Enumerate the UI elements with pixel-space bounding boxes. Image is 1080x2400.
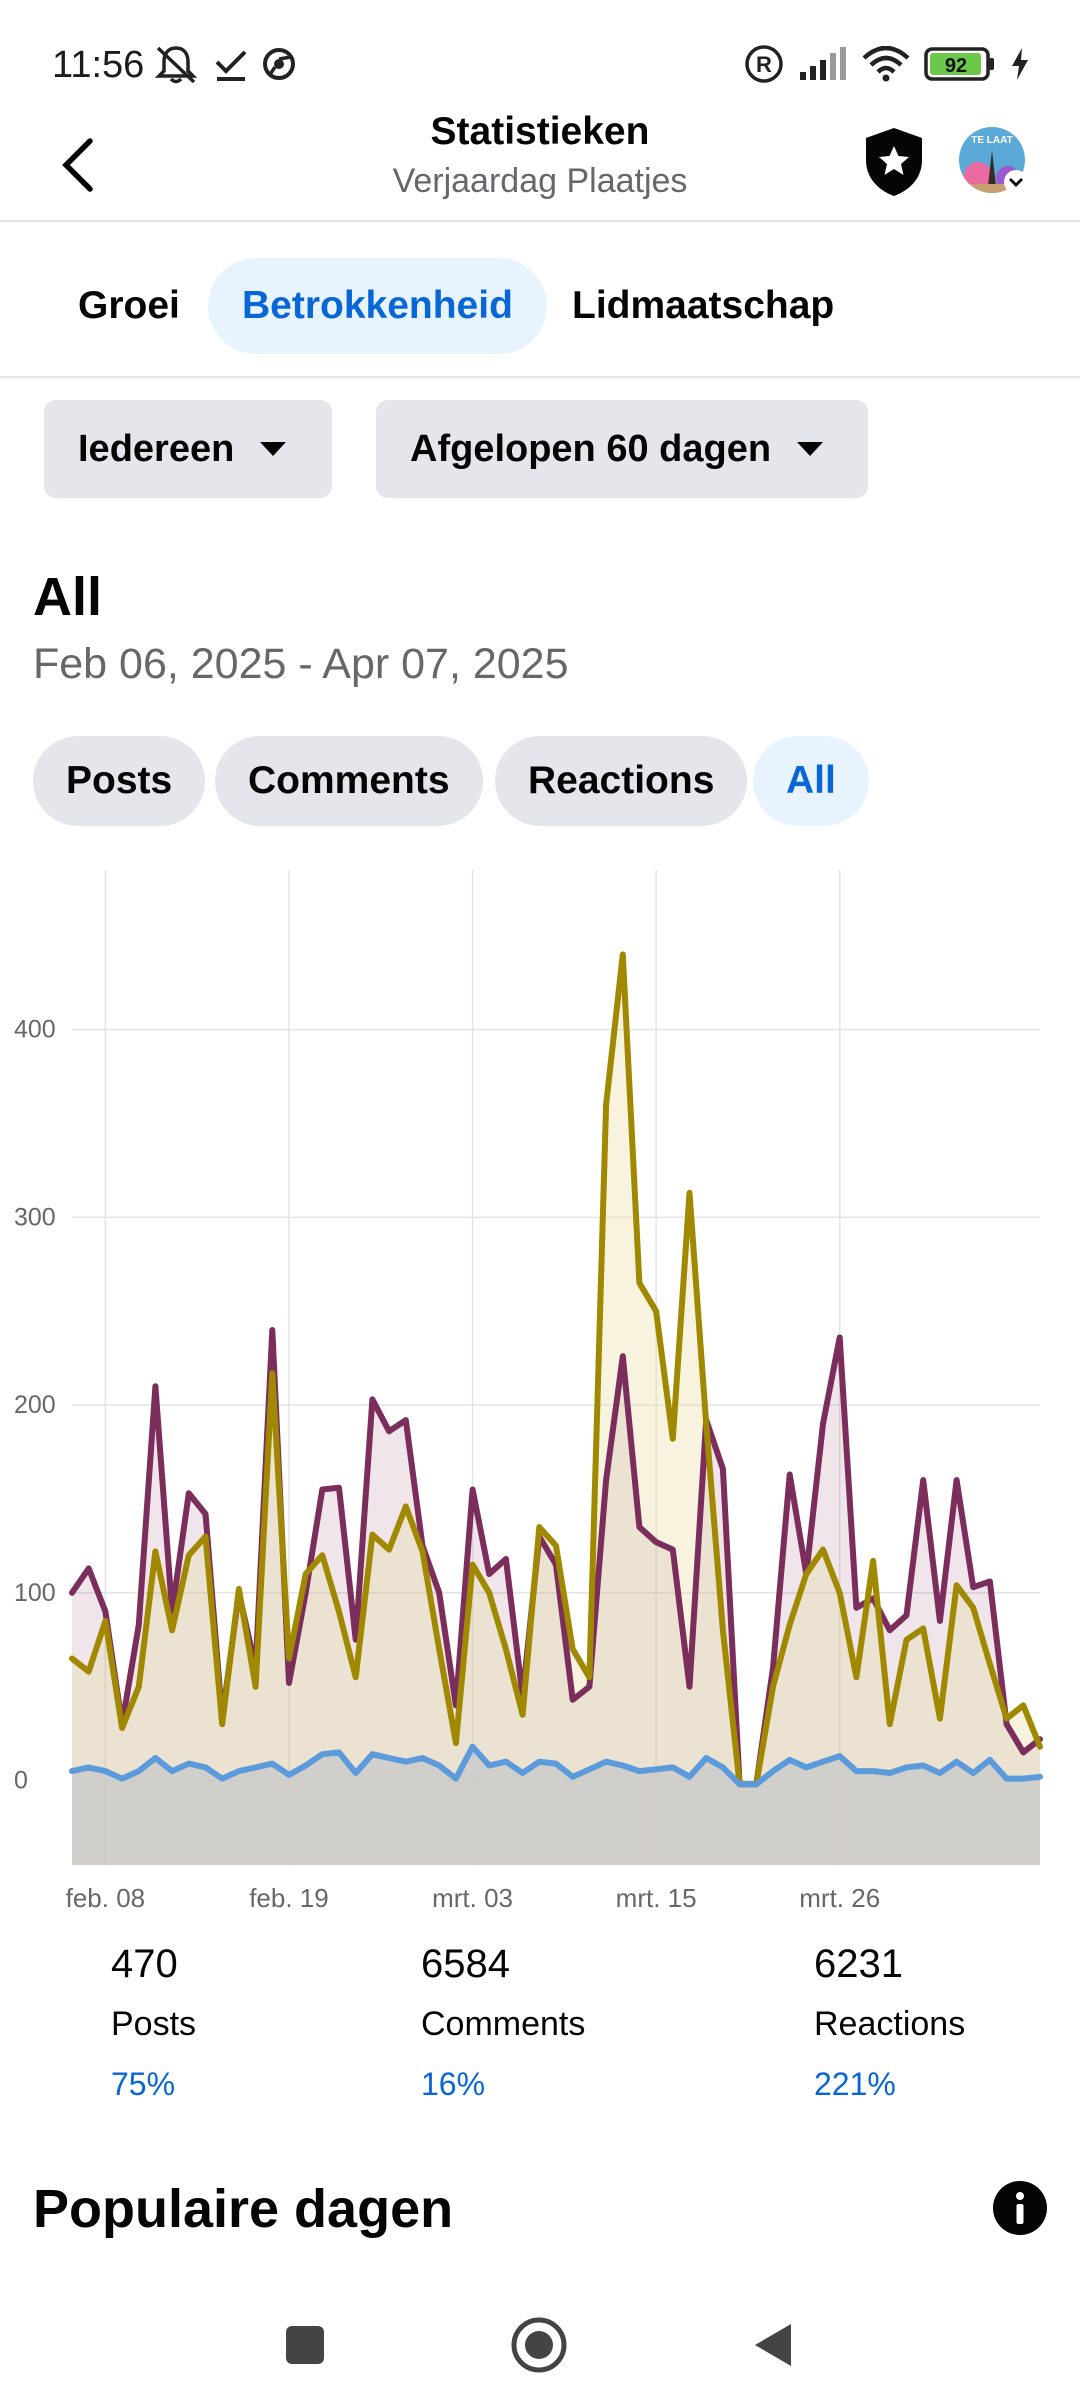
recents-button[interactable] [270, 2310, 340, 2380]
series-area [72, 1746, 1040, 1865]
popular-days-heading: Populaire dagen [33, 2179, 454, 2239]
series-area [72, 954, 1040, 1865]
y-tick-label: 400 [14, 1016, 56, 1044]
stat-reactions-label: Reactions [814, 2005, 966, 2043]
tab-groei[interactable]: Groei [78, 284, 180, 327]
x-tick-label: feb. 08 [66, 1883, 146, 1913]
battery-icon: 92 [924, 47, 994, 81]
status-bar: 11:56 R [0, 0, 1080, 130]
x-tick-label: feb. 19 [249, 1883, 329, 1913]
check-download-icon [215, 50, 247, 81]
date-range: Feb 06, 2025 - Apr 07, 2025 [33, 640, 569, 688]
system-nav-bar [0, 2290, 1080, 2400]
charging-icon [1012, 48, 1028, 80]
stat-posts-label: Posts [111, 2005, 197, 2043]
registered-icon: R [745, 45, 783, 83]
stat-comments-change: 16% [421, 2066, 486, 2102]
chip-posts[interactable]: Posts [33, 736, 206, 826]
y-tick-label: 100 [14, 1579, 56, 1607]
section-heading: All [33, 567, 103, 627]
y-tick-label: 0 [14, 1767, 28, 1795]
series-line [69, 951, 1043, 1788]
y-tick-label: 300 [14, 1203, 56, 1231]
period-dropdown[interactable]: Afgelopen 60 dagen [376, 400, 868, 498]
tab-betrokkenheid[interactable]: Betrokkenheid [208, 258, 547, 354]
svg-text:R: R [756, 52, 772, 77]
group-avatar[interactable]: TE LAAT [958, 126, 1028, 194]
status-time: 11:56 [52, 44, 145, 86]
series-area [72, 1330, 1040, 1865]
signal-icon [800, 47, 846, 80]
back-button[interactable] [48, 130, 108, 200]
stat-reactions: 6231 Reactions 221% [814, 1942, 965, 2103]
shield-star-icon [866, 128, 922, 196]
engagement-chart: 0 100 200 300 400 feb. 08 feb. 19 mrt. 03 mrt. 1… [14, 870, 1043, 1913]
home-circle-icon [511, 2317, 567, 2373]
tab-bar: Groei Betrokkenheid Lidmaatschap [0, 224, 1080, 378]
filter-row: Iedereen Afgelopen 60 dagen [0, 400, 1080, 500]
page-subtitle: Verjaardag Plaatjes [392, 162, 688, 200]
chip-all[interactable]: All [753, 736, 869, 826]
series-line [69, 1743, 1043, 1788]
chevron-left-icon [62, 138, 93, 192]
title-block: Statistieken Verjaardag Plaatjes [0, 110, 1080, 201]
status-left-icons [152, 44, 296, 84]
stat-comments-label: Comments [421, 2005, 586, 2043]
chip-reactions[interactable]: Reactions [495, 736, 748, 826]
stat-reactions-change: 221% [814, 2066, 896, 2102]
home-button[interactable] [504, 2310, 574, 2380]
caret-down-icon [260, 442, 287, 456]
period-dropdown-label: Afgelopen 60 dagen [410, 427, 772, 470]
admin-badge-button[interactable] [858, 124, 930, 200]
x-tick-label: mrt. 26 [799, 1883, 880, 1913]
audience-dropdown-label: Iedereen [78, 427, 235, 470]
square-icon [286, 2326, 324, 2364]
stat-posts-change: 75% [111, 2066, 176, 2102]
stat-comments-value: 6584 [421, 1942, 510, 1986]
battery-level: 92 [945, 55, 967, 77]
avatar-image: TE LAAT [959, 127, 1028, 194]
page-title: Statistieken [430, 110, 650, 153]
info-icon[interactable] [992, 2180, 1048, 2236]
stat-reactions-value: 6231 [814, 1942, 903, 1986]
stat-posts-value: 470 [111, 1942, 178, 1986]
bell-muted-icon [154, 46, 198, 84]
chrome-icon [263, 48, 295, 80]
avatar-text: TE LAAT [971, 135, 1012, 146]
audience-dropdown[interactable]: Iedereen [44, 400, 332, 498]
caret-down-icon [797, 442, 824, 456]
x-tick-label: mrt. 03 [432, 1883, 513, 1913]
status-right-icons: R 92 [744, 44, 1030, 84]
stat-posts: 470 Posts 75% [111, 1942, 196, 2103]
y-tick-label: 200 [14, 1391, 56, 1419]
chip-comments[interactable]: Comments [215, 736, 483, 826]
back-nav-button[interactable] [738, 2310, 808, 2380]
triangle-back-icon [755, 2324, 791, 2366]
wifi-icon [862, 46, 910, 82]
x-tick-label: mrt. 15 [616, 1883, 697, 1913]
stat-comments: 6584 Comments 16% [421, 1942, 585, 2103]
app-bar: Statistieken Verjaardag Plaatjes TE LAAT [0, 110, 1080, 222]
tab-lidmaatschap[interactable]: Lidmaatschap [572, 284, 835, 327]
